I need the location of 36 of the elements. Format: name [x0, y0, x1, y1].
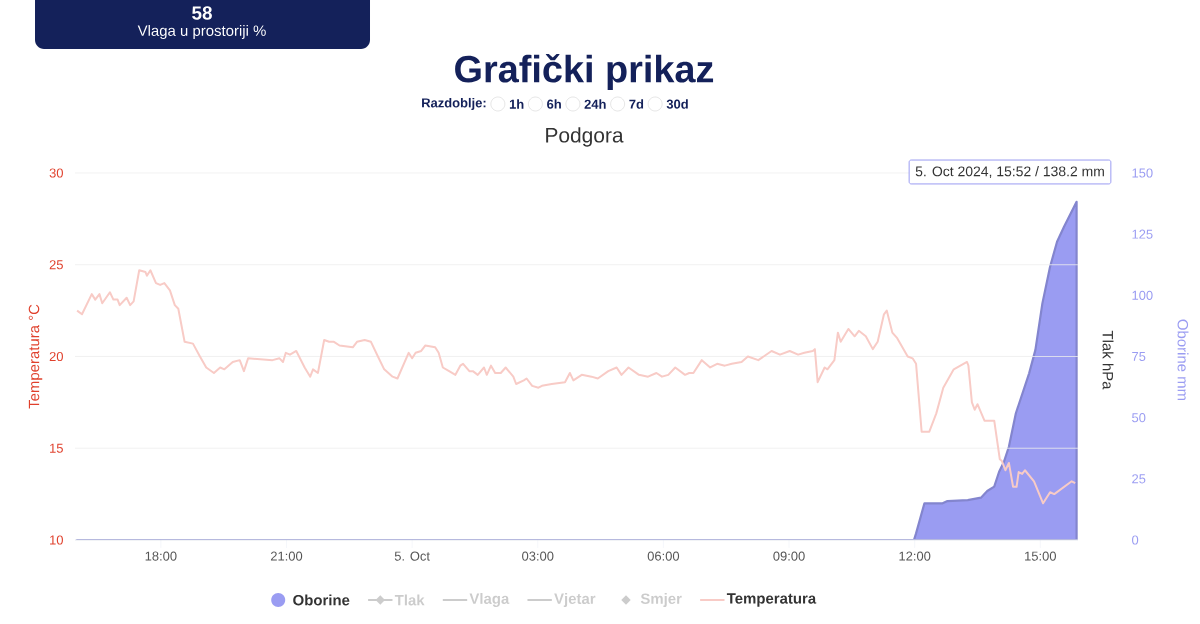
x-tick-label: 15:00	[1025, 551, 1056, 561]
text: 6h	[547, 99, 561, 109]
text: Vlaga u prostoriji %	[137, 25, 266, 39]
y2-tick-label: 50	[1132, 413, 1146, 423]
chart-subtitle: Podgora	[546, 127, 624, 147]
x-tick-label: 06:00	[647, 551, 680, 561]
x-tick-label: 12:00	[899, 551, 931, 561]
y-tick-label: 10	[50, 535, 63, 545]
y2-axis-title: Oborine mm	[1177, 319, 1189, 401]
y2-tick-label: 125	[1132, 229, 1153, 239]
chart-title: Grafički prikaz	[455, 53, 714, 91]
y-tick-label: 25	[49, 260, 63, 270]
y-tick-label: 20	[49, 351, 63, 362]
legend-label: Oborine	[293, 594, 350, 606]
y2-tick-label: 150	[1132, 168, 1153, 178]
y-tick-label: 15	[50, 443, 63, 453]
annotation: 5. Oct 2024, 15:52 / 138.2 mm	[915, 166, 1104, 178]
text: 1h	[509, 99, 524, 109]
legend-label: Temperatura	[726, 593, 817, 607]
x-tick-label: 03:00	[522, 551, 554, 561]
x-tick-label: 09:00	[773, 551, 805, 561]
text: 24h	[584, 99, 606, 109]
text: 7d	[629, 99, 644, 109]
text: Razdoblje:	[422, 97, 486, 111]
x-tick-label: 5. Oct	[394, 551, 430, 561]
text: 30d	[666, 99, 688, 109]
y-axis-title: Temperatura °C	[28, 304, 43, 409]
text: 58	[192, 6, 212, 20]
y-tick-label: 30	[49, 168, 63, 178]
y2-tick-label: 25	[1132, 474, 1146, 484]
x-tick-label: 18:00	[145, 551, 177, 561]
y2-tick-label: 100	[1132, 290, 1153, 300]
y2-tick-label: 0	[1132, 535, 1139, 545]
x-tick-label: 21:00	[270, 551, 303, 561]
y2-tick-label: 75	[1132, 351, 1146, 361]
y3-axis-title: Tlak hPa	[1102, 330, 1114, 390]
